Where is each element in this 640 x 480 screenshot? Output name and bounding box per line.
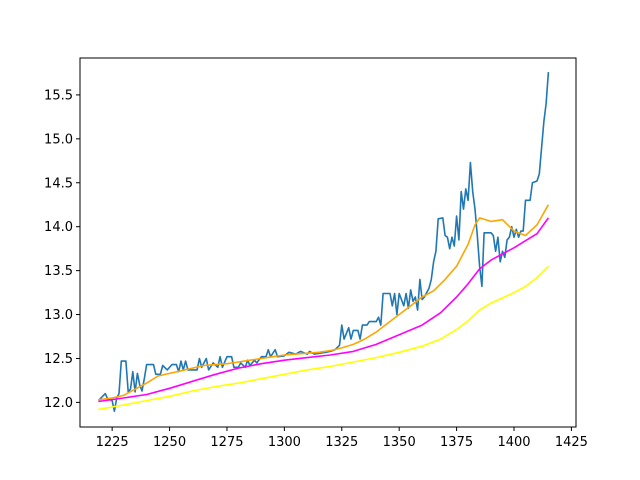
x-tick-label: 1425 (555, 435, 588, 450)
y-tick-label: 15.5 (44, 88, 73, 103)
x-tick-label: 1350 (383, 435, 416, 450)
x-tick-label: 1325 (325, 435, 358, 450)
series-layer (97, 72, 550, 413)
series-line-1 (97, 72, 550, 413)
x-tick-label: 1300 (268, 435, 301, 450)
y-tick-label: 14.5 (44, 176, 73, 191)
x-tick-label: 1275 (210, 435, 243, 450)
y-tick-label: 12.0 (44, 396, 73, 411)
y-tick-label: 12.5 (44, 352, 73, 367)
plot-frame (79, 57, 577, 428)
x-tick-label: 1250 (153, 435, 186, 450)
y-tick-label: 13.0 (44, 308, 73, 323)
series-line-4 (98, 265, 549, 411)
x-tick-label: 1225 (96, 435, 129, 450)
series-line-3 (98, 217, 550, 403)
axes-layer: 1225 1250 1275 1300 1325 1350 1375 1400 1425 12.0… (44, 88, 588, 450)
x-tick-label: 1375 (440, 435, 473, 450)
x-tick-label: 1400 (497, 435, 530, 450)
y-tick-label: 14.0 (44, 220, 73, 235)
series-line-2 (98, 204, 550, 401)
y-tick-label: 13.5 (44, 264, 73, 279)
y-tick-label: 15.0 (44, 132, 73, 147)
